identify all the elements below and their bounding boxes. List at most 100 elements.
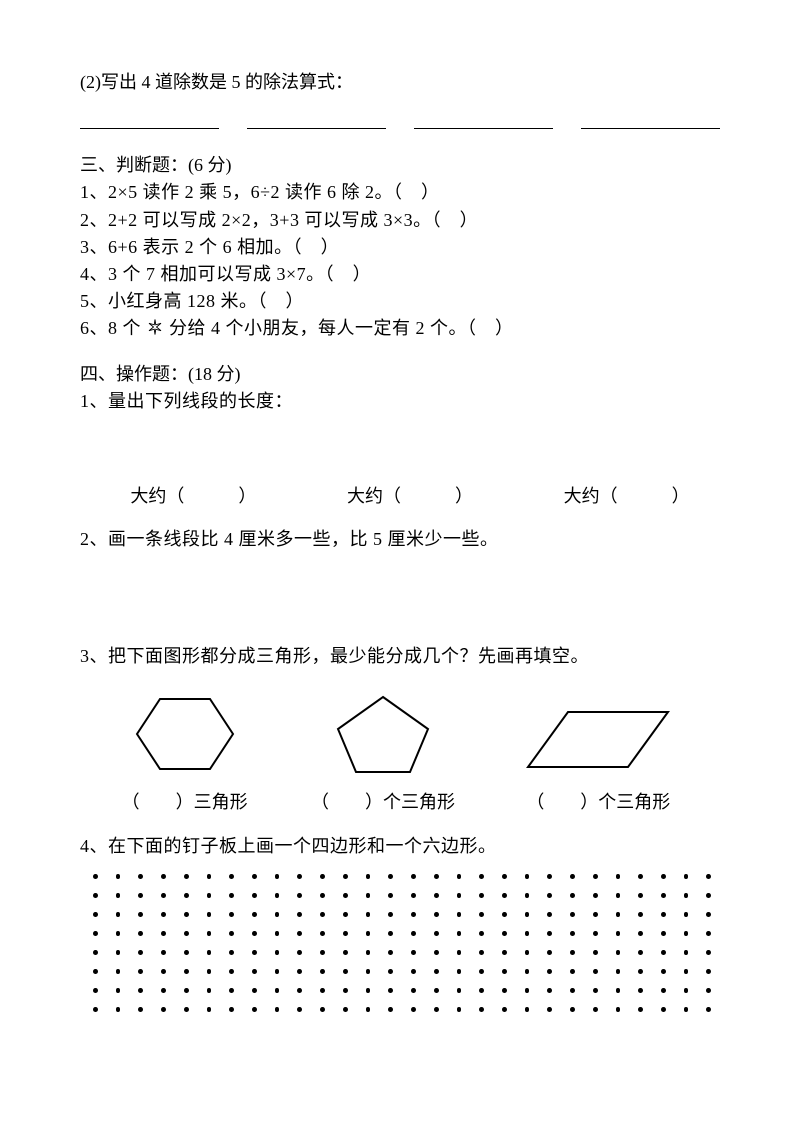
peg-dot[interactable] [388,1007,393,1012]
peg-dot[interactable] [207,912,212,917]
peg-dot[interactable] [184,874,189,879]
peg-dot[interactable] [638,912,643,917]
peg-dot[interactable] [457,874,462,879]
peg-dot[interactable] [661,912,666,917]
peg-dot[interactable] [343,950,348,955]
peg-dot[interactable] [320,912,325,917]
peg-dot[interactable] [93,950,98,955]
peg-dot[interactable] [570,931,575,936]
peg-dot[interactable] [616,931,621,936]
peg-dot[interactable] [684,931,689,936]
peg-dot[interactable] [343,988,348,993]
peg-dot[interactable] [457,969,462,974]
peg-dot[interactable] [706,912,711,917]
peg-dot[interactable] [593,874,598,879]
peg-dot[interactable] [138,912,143,917]
peg-dot[interactable] [320,874,325,879]
peg-dot[interactable] [684,988,689,993]
peg-dot[interactable] [547,969,552,974]
peg-dot[interactable] [161,1007,166,1012]
peg-dot[interactable] [547,931,552,936]
peg-dot[interactable] [229,969,234,974]
peg-dot[interactable] [411,1007,416,1012]
peg-dot[interactable] [661,988,666,993]
peg-dot[interactable] [479,893,484,898]
peg-dot[interactable] [320,893,325,898]
peg-dot[interactable] [502,912,507,917]
peg-dot[interactable] [593,988,598,993]
peg-dot[interactable] [502,969,507,974]
peg-dot[interactable] [252,950,257,955]
peg-dot[interactable] [411,969,416,974]
peg-dot[interactable] [93,912,98,917]
peg-dot[interactable] [297,988,302,993]
peg-dot[interactable] [502,950,507,955]
peg-dot[interactable] [93,1007,98,1012]
peg-dot[interactable] [161,893,166,898]
peg-dot[interactable] [570,988,575,993]
peg-dot[interactable] [207,931,212,936]
peg-dot[interactable] [661,950,666,955]
peg-dot[interactable] [479,950,484,955]
peg-dot[interactable] [684,874,689,879]
peg-dot[interactable] [638,893,643,898]
peg-dot[interactable] [616,969,621,974]
peg-dot[interactable] [116,931,121,936]
peg-dot[interactable] [161,874,166,879]
peg-dot[interactable] [706,969,711,974]
peg-dot[interactable] [502,893,507,898]
peg-dot[interactable] [593,912,598,917]
peg-dot[interactable] [388,988,393,993]
peg-dot[interactable] [184,950,189,955]
peg-dot[interactable] [570,1007,575,1012]
peg-dot[interactable] [457,912,462,917]
peg-dot[interactable] [547,1007,552,1012]
peg-dot[interactable] [184,931,189,936]
peg-dot[interactable] [366,893,371,898]
peg-dot[interactable] [229,874,234,879]
peg-dot[interactable] [570,969,575,974]
peg-dot[interactable] [93,931,98,936]
peg-dot[interactable] [411,893,416,898]
peg-dot[interactable] [638,969,643,974]
peg-dot[interactable] [434,988,439,993]
peg-dot[interactable] [138,874,143,879]
peg-dot[interactable] [457,988,462,993]
peg-dot[interactable] [229,950,234,955]
peg-dot[interactable] [661,874,666,879]
peg-dot[interactable] [138,1007,143,1012]
peg-dot[interactable] [388,969,393,974]
drawing-space[interactable] [80,554,720,644]
peg-dot[interactable] [297,893,302,898]
peg-dot[interactable] [434,931,439,936]
peg-dot[interactable] [138,969,143,974]
peg-dot[interactable] [116,912,121,917]
peg-dot[interactable] [616,950,621,955]
peg-dot[interactable] [684,950,689,955]
peg-dot[interactable] [184,969,189,974]
peg-dot[interactable] [343,969,348,974]
peg-dot[interactable] [434,969,439,974]
peg-dot[interactable] [706,874,711,879]
peg-dot[interactable] [252,912,257,917]
peg-dot[interactable] [638,874,643,879]
peg-dot[interactable] [116,988,121,993]
peg-dot[interactable] [525,912,530,917]
peg-dot[interactable] [502,931,507,936]
peg-dot[interactable] [184,1007,189,1012]
peg-dot[interactable] [366,950,371,955]
peg-dot[interactable] [457,950,462,955]
peg-dot[interactable] [252,969,257,974]
peg-dot[interactable] [116,1007,121,1012]
peg-dot[interactable] [479,969,484,974]
peg-dot[interactable] [366,874,371,879]
blank-line[interactable] [581,109,720,129]
peg-dot[interactable] [161,969,166,974]
peg-dot[interactable] [706,950,711,955]
peg-dot[interactable] [275,893,280,898]
peg-dot[interactable] [275,912,280,917]
peg-dot[interactable] [184,988,189,993]
peg-dot[interactable] [229,1007,234,1012]
peg-dot[interactable] [93,988,98,993]
peg-dot[interactable] [297,1007,302,1012]
